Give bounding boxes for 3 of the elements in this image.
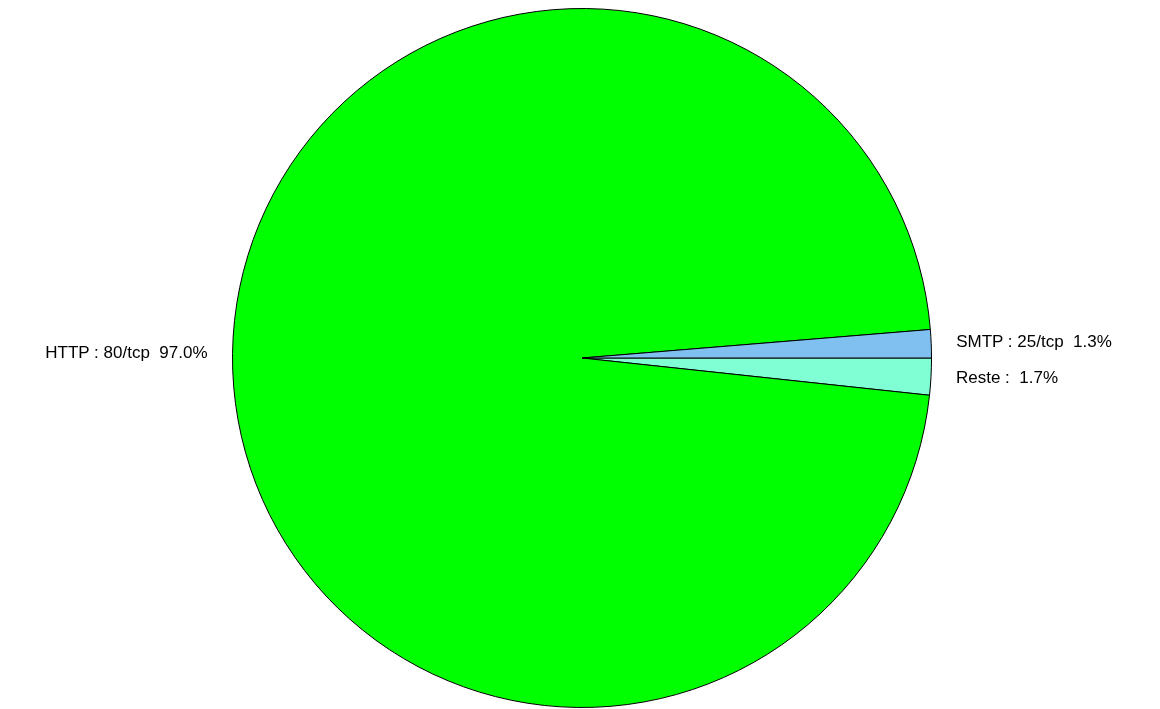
slice-label: SMTP : 25/tcp 1.3%	[956, 332, 1112, 352]
slice-label: HTTP : 80/tcp 97.0%	[45, 342, 208, 362]
slice-label: Reste : 1.7%	[955, 367, 1059, 387]
